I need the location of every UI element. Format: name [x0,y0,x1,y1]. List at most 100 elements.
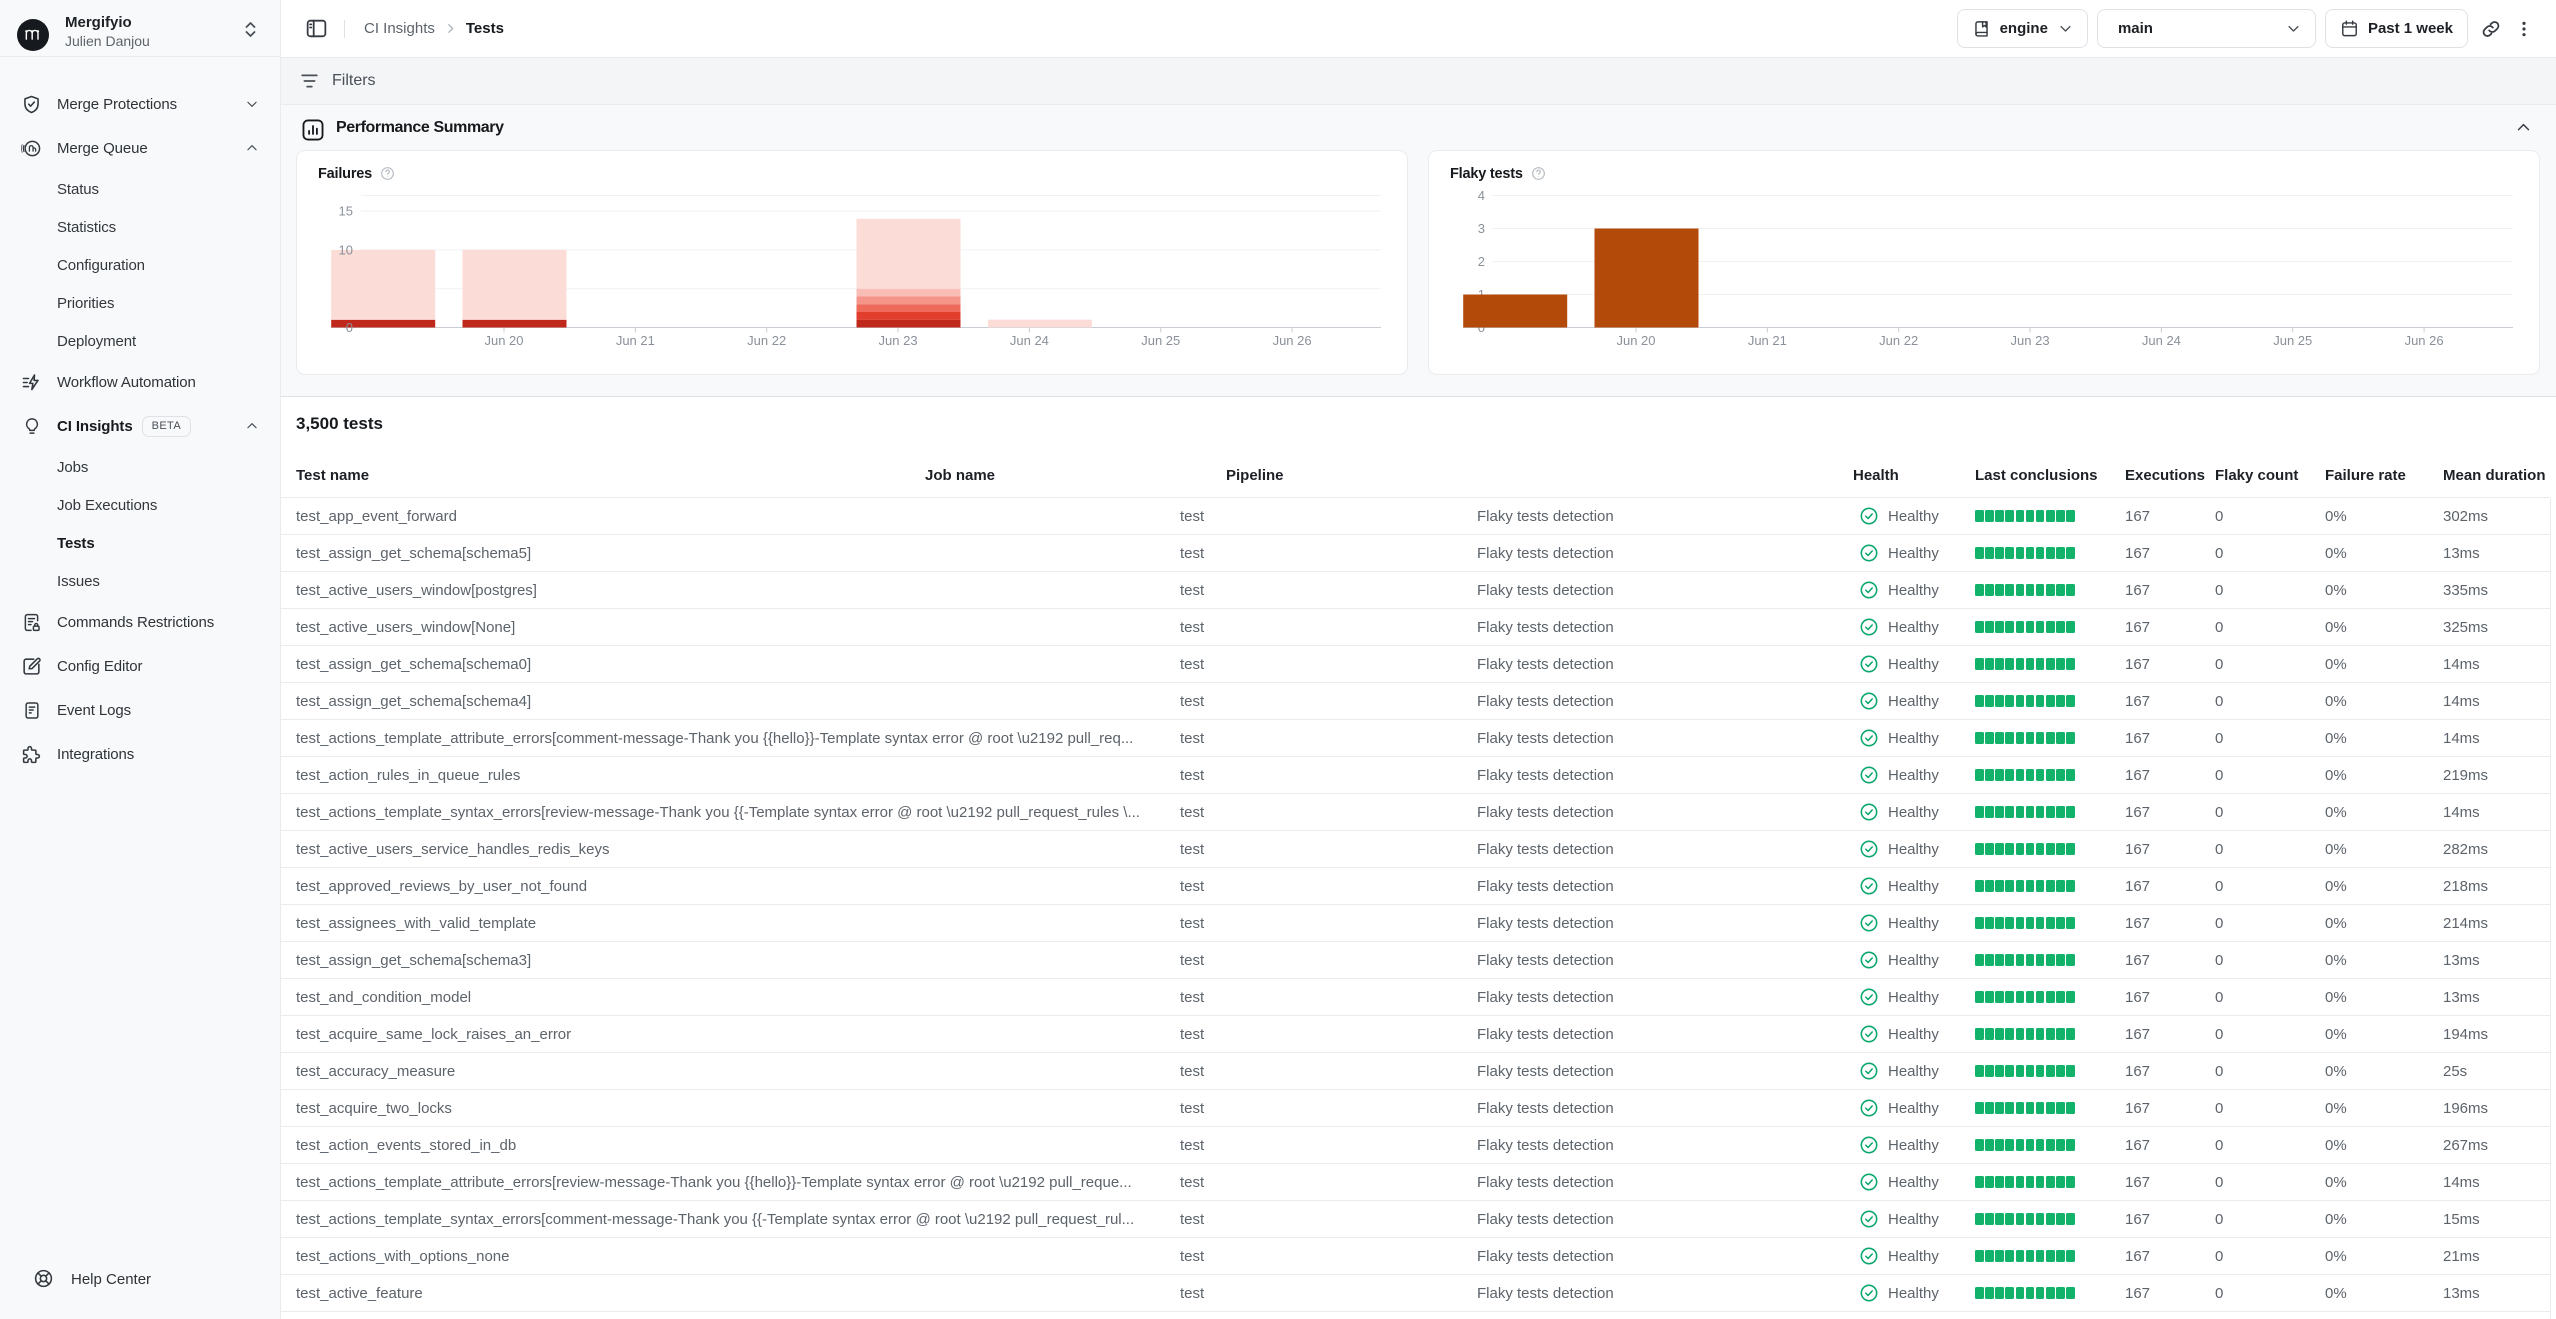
column-header-test-name[interactable]: Test name [296,467,370,484]
health-label: Healthy [1888,988,1939,1006]
conclusion-success-square [1985,510,1994,522]
cell-test-name[interactable]: test_assign_get_schema[schema0] [296,655,532,673]
cell-failure-rate: 0% [2325,988,2347,1006]
cell-test-name[interactable]: test_active_users_service_handles_redis_… [296,840,610,858]
sidebar-toggle-icon[interactable] [303,16,329,42]
help-circle-icon[interactable] [1531,166,1546,181]
sidebar-item-configuration[interactable]: Configuration [0,246,280,284]
workflow-icon [21,372,42,393]
cell-test-name[interactable]: test_action_rules_in_queue_rules [296,766,521,784]
sidebar-item-merge-queue[interactable]: Merge Queue [0,126,280,170]
sidebar-item-event-logs[interactable]: Event Logs [0,688,280,732]
table-row[interactable]: test_assign_get_schema[schema5] test Flaky… [281,534,2550,571]
filters-button[interactable]: Filters [281,58,2556,105]
table-row[interactable]: test_actions_template_syntax_errors[revi… [281,793,2550,830]
table-row[interactable]: test_app_event_forward test Flaky tests de… [281,497,2550,534]
sidebar-item-priorities[interactable]: Priorities [0,284,280,322]
column-header-failure-rate[interactable]: Failure rate [2325,467,2406,484]
cell-health: Healthy [1859,794,1939,830]
conclusion-success-square [2035,658,2045,670]
column-header-mean-duration[interactable]: Mean duration [2443,467,2546,484]
cell-test-name[interactable]: test_action_events_stored_in_db [296,1136,517,1154]
column-header-executions[interactable]: Executions [2125,467,2206,484]
sidebar-item-deployment[interactable]: Deployment [0,322,280,360]
sidebar-item-status[interactable]: Status [0,170,280,208]
repository-filter-button[interactable]: engine [1956,9,2088,48]
sidebar-account-header[interactable]: Mergifyio Julien Danjou [0,0,280,57]
table-row[interactable]: test_approved_reviews_by_user_not_found t… [281,867,2550,904]
conclusion-success-square [2035,769,2045,781]
cell-test-name[interactable]: test_actions_template_syntax_errors[comm… [296,1210,1135,1228]
column-header-health[interactable]: Health [1853,467,1899,484]
sidebar-item-merge-protections[interactable]: Merge Protections [0,82,280,126]
column-header-job-name[interactable]: Job name [925,467,996,484]
more-options-icon[interactable] [2514,9,2534,48]
cell-test-name[interactable]: test_acquire_same_lock_raises_an_error [296,1025,572,1043]
cell-test-name[interactable]: test_assignees_with_valid_template [296,914,537,932]
column-header-pipeline[interactable]: Pipeline [1226,467,1284,484]
svg-text:Jun 26: Jun 26 [1273,333,1312,348]
table-row[interactable]: test_acquire_same_lock_raises_an_error te… [281,1015,2550,1052]
sidebar-item-job-executions[interactable]: Job Executions [0,486,280,524]
sidebar-item-statistics[interactable]: Statistics [0,208,280,246]
help-circle-icon[interactable] [380,166,395,181]
table-row[interactable]: test_action_events_stored_in_db test Flaky… [281,1126,2550,1163]
sidebar-item-config-editor[interactable]: Config Editor [0,644,280,688]
svg-text:4: 4 [1478,188,1485,203]
cell-test-name[interactable]: test_active_users_window[None] [296,618,516,636]
table-row[interactable]: test_actions_template_attribute_errors[c… [281,719,2550,756]
cell-test-name[interactable]: test_assign_get_schema[schema4] [296,692,532,710]
table-row[interactable]: test_active_users_window[postgres] test Fl… [281,571,2550,608]
cell-test-name[interactable]: test_assign_get_schema[schema3] [296,951,532,969]
table-row[interactable]: test_active_feature test Flaky tests detec… [281,1274,2550,1311]
table-row[interactable]: test_assign_get_schema[schema4] test Flaky… [281,682,2550,719]
copy-link-icon[interactable] [2477,9,2505,48]
cell-test-name[interactable]: test_app_event_forward [296,507,457,525]
cell-failure-rate: 0% [2325,618,2347,636]
table-row[interactable]: test_assign_get_schema[schema0] test Flaky… [281,645,2550,682]
cell-test-name[interactable]: test_actions_template_attribute_errors[c… [296,729,1134,747]
table-row[interactable]: test_action_rules_in_queue_rules test Flak… [281,756,2550,793]
breadcrumb-section[interactable]: CI Insights [364,20,435,37]
sidebar-item-jobs[interactable]: Jobs [0,448,280,486]
sidebar-item-ci-insights[interactable]: CI Insights BETA [0,404,280,448]
cell-test-name[interactable]: test_active_users_window[postgres] [296,581,537,599]
cell-test-name[interactable]: test_accuracy_measure [296,1062,456,1080]
sidebar-item-integrations[interactable]: Integrations [0,732,280,776]
table-row[interactable]: test_and_condition_model test Flaky tests … [281,978,2550,1015]
cell-test-name[interactable]: test_active_feature [296,1284,423,1302]
collapse-section-icon[interactable] [2515,119,2532,136]
table-row[interactable]: test_active_users_service_handles_redis_… [281,830,2550,867]
cell-test-name[interactable]: test_acquire_two_locks [296,1099,452,1117]
sidebar-item-commands-restrictions[interactable]: Commands Restrictions [0,600,280,644]
table-row[interactable]: test_accuracy_measure test Flaky tests det… [281,1052,2550,1089]
cell-test-name[interactable]: test_actions_with_options_none [296,1247,510,1265]
cell-pipeline: Flaky tests detection [1477,803,1614,821]
cell-test-name[interactable]: test_actions_template_syntax_errors[revi… [296,803,1140,821]
table-row[interactable]: test_assign_get_schema[schema3] test Flaky… [281,941,2550,978]
cell-last-conclusions [1975,572,2076,608]
branch-select[interactable]: main [2096,9,2316,48]
date-range-button[interactable]: Past 1 week [2324,9,2468,48]
account-switcher-icon[interactable] [243,21,258,38]
table-row[interactable]: test_actions_with_options_none test Flaky … [281,1237,2550,1274]
column-header-last-conclusions[interactable]: Last conclusions [1975,467,2098,484]
cell-failure-rate: 0% [2325,951,2347,969]
cell-test-name[interactable]: test_and_condition_model [296,988,472,1006]
cell-test-name[interactable]: test_assign_get_schema[schema5] [296,544,532,562]
column-header-flaky-count[interactable]: Flaky count [2215,467,2299,484]
table-row[interactable]: test_active_users_window[None] test Flaky … [281,608,2550,645]
sidebar-item-workflow-automation[interactable]: Workflow Automation [0,360,280,404]
cell-pipeline: Flaky tests detection [1477,840,1614,858]
cell-mean-duration: 21ms [2443,1247,2480,1265]
table-row[interactable]: test_acquire_two_locks test Flaky tests de… [281,1089,2550,1126]
cell-test-name[interactable]: test_actions_template_attribute_errors[r… [296,1173,1132,1191]
table-row[interactable]: test_actions_template_attribute_errors[r… [281,1163,2550,1200]
sidebar-item-label: Status [57,180,99,198]
table-row[interactable]: test_actions_template_syntax_errors[comm… [281,1200,2550,1237]
sidebar-item-tests[interactable]: Tests [0,524,280,562]
cell-test-name[interactable]: test_approved_reviews_by_user_not_found [296,877,588,895]
sidebar-item-help-center[interactable]: Help Center [0,1257,280,1301]
sidebar-item-issues[interactable]: Issues [0,562,280,600]
table-row[interactable]: test_assignees_with_valid_template test Fl… [281,904,2550,941]
